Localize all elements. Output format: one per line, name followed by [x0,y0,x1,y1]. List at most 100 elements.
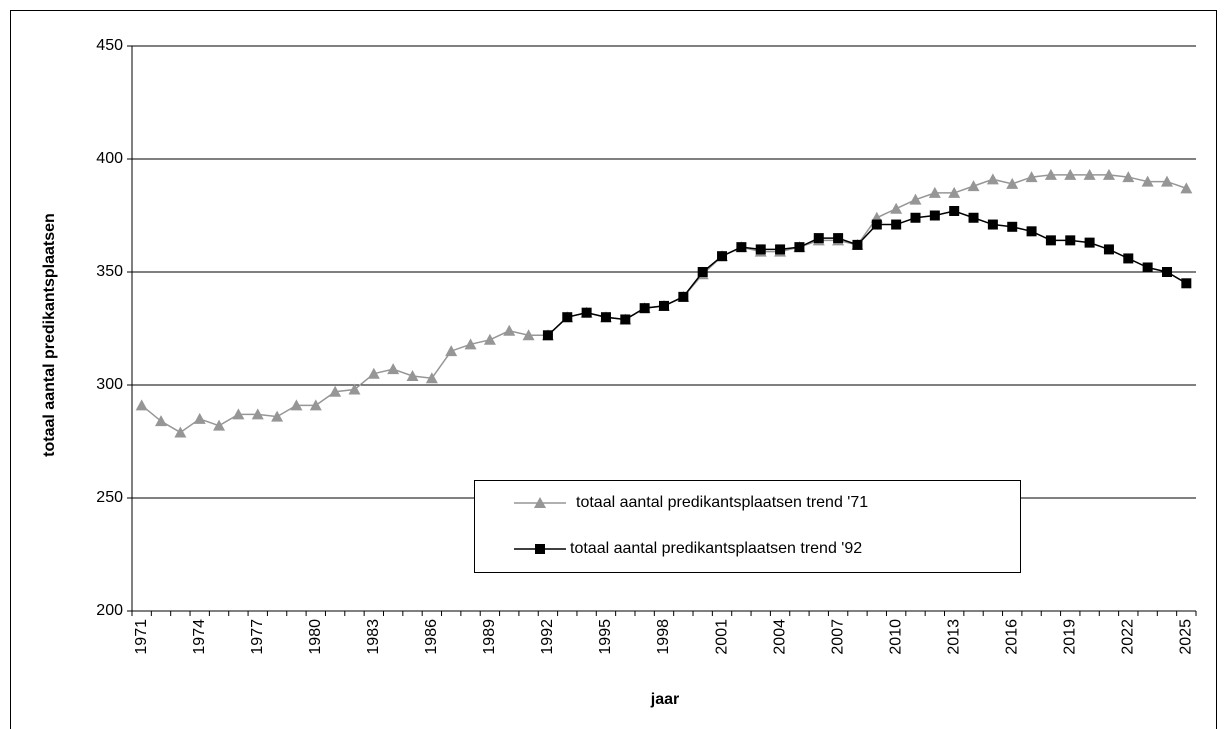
y-axis-title: totaal aantal predikantsplaatsen [41,213,58,457]
point [1123,253,1134,264]
point [309,399,322,411]
point [949,205,960,216]
point [1122,171,1135,183]
point [1181,278,1192,289]
legend-label: totaal aantal predikantsplaatsen trend '… [576,494,868,511]
point [1065,235,1076,246]
point [891,219,902,230]
point [794,242,805,253]
point [271,410,284,422]
legend-box [474,480,1021,573]
point [534,497,546,508]
point [871,219,882,230]
point [367,367,380,379]
x-tick-label: 1986 [423,619,440,655]
x-tick-label: 2004 [771,619,788,655]
point [1161,267,1172,277]
x-tick-label: 2010 [887,619,904,655]
point [813,233,824,244]
point [986,173,999,185]
point [600,312,611,323]
point [928,186,941,198]
y-tick-label: 400 [96,150,123,167]
point [1083,168,1096,180]
point [503,324,516,336]
point [483,333,496,345]
point [213,419,226,431]
point [1007,221,1018,232]
point [406,369,419,381]
x-tick-label: 2007 [829,619,846,655]
point [290,399,303,411]
point [890,202,903,214]
y-tick-label: 200 [96,602,123,619]
point [697,267,708,277]
point [1044,168,1057,180]
x-axis-title: jaar [650,691,679,708]
point [425,372,438,384]
point [535,544,545,554]
point [348,383,361,395]
point [717,251,728,262]
point [522,329,535,341]
point [232,408,245,420]
point [775,244,786,255]
x-tick-label: 1989 [481,619,498,655]
x-tick-label: 1980 [307,619,324,655]
point [909,193,922,205]
point [987,219,998,230]
x-tick-label: 2019 [1061,619,1078,655]
point [542,330,553,341]
x-tick-label: 1983 [365,619,382,655]
series-line [547,210,1187,336]
point [155,415,168,427]
y-tick-label: 350 [96,263,123,280]
point [852,239,863,250]
y-tick-label: 250 [96,489,123,506]
point [659,300,669,311]
point [755,244,766,255]
legend-label: totaal aantal predikantsplaatsen trend '… [570,540,862,557]
point [833,233,844,244]
point [1045,235,1056,246]
point [387,363,400,375]
point [639,303,650,314]
point [678,291,689,302]
point [174,426,187,438]
point [135,399,148,411]
x-tick-label: 2013 [945,619,962,655]
point [910,212,921,223]
point [1141,175,1154,187]
point [562,312,573,323]
y-tick-label: 450 [96,37,123,54]
x-tick-label: 2022 [1120,619,1137,655]
point [968,212,979,223]
point [1006,177,1019,189]
point [967,180,980,192]
x-tick-label: 1977 [249,619,266,655]
point [1084,237,1095,248]
point [1026,226,1037,237]
point [736,242,747,253]
point [1064,168,1077,180]
x-tick-label: 1992 [539,619,556,655]
point [329,385,342,397]
x-tick-label: 1971 [133,619,150,655]
point [948,186,961,198]
point [1102,168,1115,180]
x-tick-label: 1998 [655,619,672,655]
point [929,210,940,221]
point [1025,171,1038,183]
point [1160,175,1173,187]
y-tick-label: 300 [96,376,123,393]
point [193,412,206,424]
point [1103,244,1114,255]
point [1180,182,1193,194]
point [581,307,592,318]
point [445,345,458,357]
frame [10,10,1217,729]
point [1142,262,1153,273]
x-tick-label: 1995 [597,619,614,655]
point [251,408,264,420]
